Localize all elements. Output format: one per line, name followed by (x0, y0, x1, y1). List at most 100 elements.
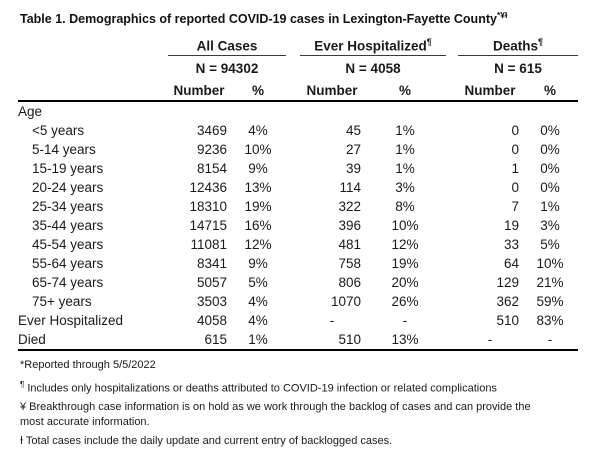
hospitalized-percent: - (402, 313, 408, 329)
all-cases-percent: 10% (244, 142, 272, 158)
hospitalized-number: 114 (339, 180, 362, 196)
all-cases-number: 3503 (196, 294, 227, 310)
group-header-deaths: Deaths¶ (458, 33, 579, 57)
hospitalized-percent: 13% (364, 330, 447, 352)
deaths-percent: 1% (540, 199, 560, 215)
row-label: Died (18, 330, 168, 352)
footnote-reported-through: *Reported through 5/5/2022 (20, 359, 156, 372)
column-header-percent: % (230, 78, 287, 103)
hospitalized-number: 39 (345, 161, 362, 177)
hospitalized-percent: 3% (395, 180, 415, 196)
all-cases-number: 8341 (196, 256, 227, 272)
footnote-text-line: ¥ Breakthrough case information is on ho… (20, 400, 531, 413)
table-row: <5 years 3469 4% 45 1% 0 0% (18, 121, 578, 140)
footnote-hospitalizations-deaths: ¶ Includes only hospitalizations or deat… (20, 377, 598, 397)
all-cases-percent: 9% (248, 161, 268, 177)
deaths-percent: 0% (540, 123, 560, 139)
all-cases-percent: 1% (230, 330, 287, 352)
hospitalized-number: 1070 (330, 294, 362, 310)
title-footnote-markers: *¥Ɨ (496, 10, 508, 20)
column-spacer (286, 159, 300, 178)
hospitalized-number: 758 (338, 256, 362, 272)
column-spacer (286, 121, 300, 140)
group-header-row: All Cases Ever Hospitalized¶ Deaths¶ (18, 33, 579, 57)
all-cases-percent: 16% (244, 218, 272, 234)
column-spacer (446, 254, 458, 273)
all-cases-percent: 4% (248, 313, 268, 329)
hospitalized-percent: 19% (391, 256, 419, 272)
row-label: 55-64 years (32, 256, 104, 272)
column-spacer (286, 178, 300, 197)
n-total-deaths: N = 615 (494, 61, 542, 77)
corner-spacer (18, 78, 168, 103)
column-header-number: Number (300, 78, 365, 103)
corner-spacer (18, 33, 168, 56)
column-spacer (446, 56, 458, 79)
group-header-ever-hospitalized: Ever Hospitalized¶ (300, 33, 447, 57)
row-label: 15-19 years (32, 161, 104, 177)
n-total-ever-hospitalized: N = 4058 (345, 61, 401, 77)
column-spacer (286, 235, 300, 254)
row-label: Age (18, 104, 43, 120)
hospitalized-number: 45 (345, 123, 362, 139)
column-spacer (286, 292, 300, 311)
column-spacer (286, 216, 300, 235)
deaths-number: 510 (496, 313, 520, 329)
row-label: 5-14 years (32, 142, 96, 158)
deaths-percent: 3% (540, 218, 560, 234)
n-row: N = 94302 N = 4058 N = 615 (18, 56, 578, 79)
deaths-number: 64 (503, 256, 520, 272)
group-label: All Cases (196, 38, 258, 54)
column-spacer (446, 197, 458, 216)
column-header-percent: % (522, 78, 579, 103)
column-spacer (446, 311, 458, 330)
column-spacer (286, 140, 300, 159)
deaths-percent: 83% (536, 313, 564, 329)
column-spacer (446, 273, 458, 292)
row-label: <5 years (32, 123, 85, 139)
cell (458, 101, 522, 121)
all-cases-number: 4058 (196, 313, 227, 329)
all-cases-number: 8154 (196, 161, 227, 177)
deaths-percent: 0% (540, 180, 560, 196)
hospitalized-percent: 20% (391, 275, 419, 291)
column-spacer (446, 292, 458, 311)
hospitalized-number: 396 (338, 218, 362, 234)
all-cases-percent: 4% (248, 294, 268, 310)
table-row: 15-19 years 8154 9% 39 1% 1 0% (18, 159, 578, 178)
all-cases-number: 12436 (189, 180, 227, 196)
hospitalized-percent: 26% (391, 294, 419, 310)
footnote-total-cases: Ɨ Total cases include the daily update a… (20, 434, 393, 447)
row-label: 35-44 years (32, 218, 104, 234)
footnotes: *Reported through 5/5/2022 ¶ Includes on… (20, 358, 598, 449)
column-spacer (446, 216, 458, 235)
deaths-percent: 59% (536, 294, 564, 310)
table-title-text: Table 1. Demographics of reported COVID-… (20, 12, 497, 27)
deaths-number: - (458, 330, 523, 352)
footnote-text-line: most accurate information. (20, 416, 150, 429)
table-row: 75+ years 3503 4% 1070 26% 362 59% (18, 292, 578, 311)
hospitalized-percent: 1% (395, 123, 415, 139)
subheader-row: Number % Number % Number % (18, 78, 579, 103)
table-row: 20-24 years 12436 13% 114 3% 0 0% (18, 178, 578, 197)
section-row-age: Age (18, 101, 578, 121)
column-spacer (446, 330, 459, 352)
hospitalized-percent: 1% (395, 161, 415, 177)
deaths-percent: 0% (540, 142, 560, 158)
deaths-percent: - (522, 330, 579, 352)
cell (230, 101, 286, 121)
table-row: 55-64 years 8341 9% 758 19% 64 10% (18, 254, 578, 273)
column-spacer (286, 273, 300, 292)
hospitalized-number: 510 (300, 330, 365, 352)
deaths-number: 19 (503, 218, 520, 234)
deaths-percent: 5% (540, 237, 560, 253)
table-title: Table 1. Demographics of reported COVID-… (20, 10, 600, 26)
column-header-number: Number (458, 78, 523, 103)
all-cases-percent: 5% (248, 275, 268, 291)
column-header-percent: % (364, 78, 447, 103)
pilcrow-marker: ¶ (20, 379, 25, 389)
deaths-number: 0 (511, 180, 520, 196)
column-spacer (446, 235, 458, 254)
all-cases-number: 18310 (189, 199, 227, 215)
